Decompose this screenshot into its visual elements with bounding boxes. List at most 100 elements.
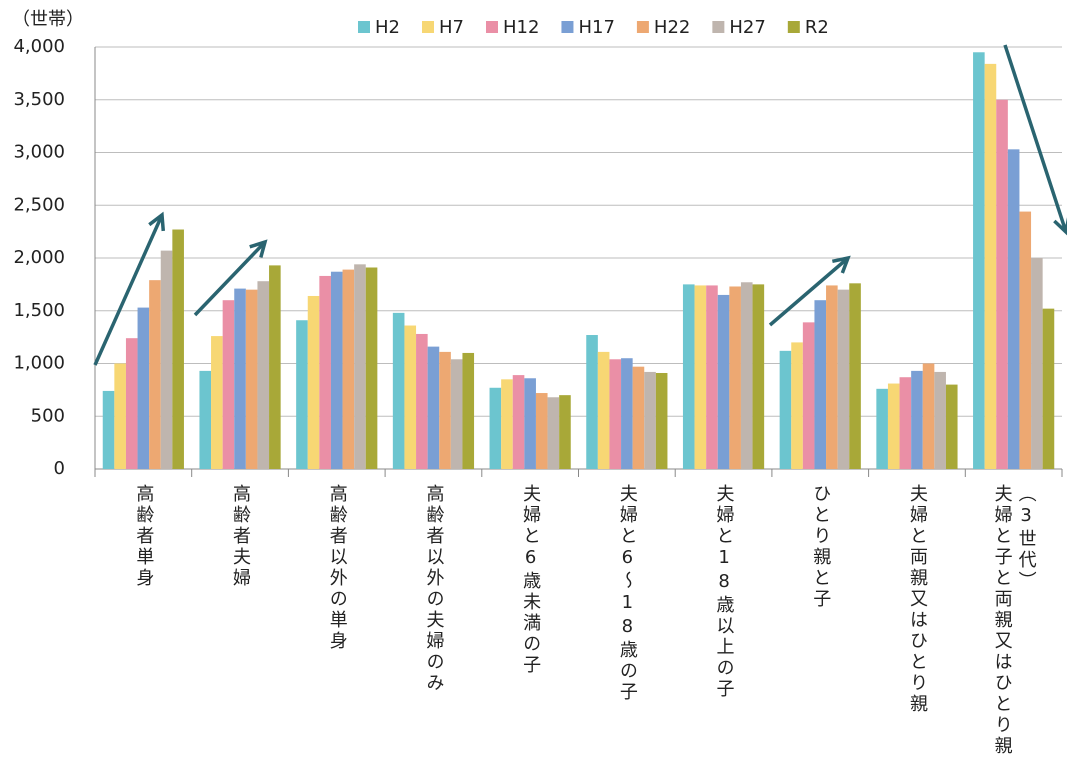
bar: [137, 307, 150, 469]
bar: [779, 350, 792, 469]
x-tick-label: 高齢者以外の単身: [326, 484, 348, 652]
x-tick-label: 夫婦と子と両親又はひとり親（3世代）: [991, 484, 1037, 757]
bar: [984, 63, 997, 469]
bar: [296, 320, 308, 469]
bar: [729, 286, 741, 469]
bar: [609, 359, 622, 469]
bar: [149, 280, 161, 469]
trend-arrow: [768, 256, 850, 327]
bar: [462, 352, 475, 469]
bar: [160, 250, 173, 469]
bar: [849, 283, 861, 469]
bar: [222, 300, 235, 469]
bar: [945, 384, 958, 469]
bar: [740, 282, 753, 469]
bar: [644, 371, 656, 469]
bar: [1031, 258, 1043, 469]
bar: [694, 285, 707, 469]
y-tick-label: 3,500: [13, 89, 65, 110]
bar: [307, 295, 320, 469]
trend-arrow: [1003, 44, 1067, 233]
bar: [114, 363, 126, 469]
x-tick-label: 高齢者単身: [133, 484, 155, 589]
trend-arrow: [193, 240, 267, 317]
trend-arrow-head: [1053, 217, 1067, 236]
bar: [172, 229, 184, 469]
bar: [102, 390, 115, 469]
legend-label: H27: [729, 17, 765, 38]
legend-swatch: [422, 21, 434, 33]
legend-label: H2: [375, 17, 400, 38]
bar: [392, 312, 405, 469]
bar: [887, 383, 900, 469]
x-tick-label: 夫婦と18歳以上の子: [713, 484, 735, 700]
bar: [1007, 149, 1020, 469]
legend-swatch: [636, 21, 649, 33]
bar: [922, 363, 935, 469]
bar: [547, 397, 560, 469]
x-tick-label: 夫婦と6～18歳の子: [616, 484, 638, 703]
y-tick-label: 3,000: [13, 142, 65, 163]
bar: [876, 388, 888, 469]
y-tick-label: 1,000: [13, 353, 65, 374]
legend-swatch: [358, 21, 370, 33]
bar: [535, 393, 548, 469]
y-tick-label: 4,000: [13, 36, 65, 57]
bar: [559, 395, 571, 469]
bar: [682, 284, 695, 469]
bar: [899, 377, 912, 469]
bar: [269, 265, 281, 469]
bar: [814, 300, 827, 469]
bar: [1042, 308, 1055, 469]
bar: [125, 338, 138, 469]
bar: [752, 284, 765, 469]
bar: [365, 267, 378, 469]
legend-swatch: [486, 21, 498, 33]
legend-swatch: [712, 21, 725, 33]
x-tick-label: 高齢者以外の夫婦のみ: [423, 484, 445, 694]
legend-label: H12: [503, 17, 539, 38]
bar: [427, 346, 440, 469]
bar: [512, 375, 525, 469]
legend-label: R2: [805, 17, 829, 38]
trend-arrow: [93, 214, 164, 366]
bar: [911, 370, 923, 469]
y-tick-label: 2,000: [13, 247, 65, 268]
bar: [245, 289, 258, 469]
bar: [1019, 211, 1032, 469]
bar: [597, 351, 610, 469]
x-tick-label: ひとり親と子: [810, 484, 832, 610]
y-tick-label: 2,500: [13, 194, 65, 215]
legend-label: H7: [439, 17, 464, 38]
legend-swatch: [561, 21, 574, 33]
bar: [416, 333, 428, 469]
bar: [655, 372, 668, 469]
bar: [211, 336, 223, 469]
bar: [354, 264, 366, 469]
bar: [489, 387, 502, 469]
bar: [973, 52, 985, 470]
x-tick-label: 高齢者夫婦: [230, 484, 252, 589]
bar: [319, 275, 331, 469]
bar: [439, 351, 451, 469]
bar: [586, 335, 598, 469]
x-tick-label: 夫婦と両親又はひとり親: [906, 484, 928, 715]
bar: [837, 289, 850, 469]
bar: [234, 288, 246, 469]
bar: [450, 359, 463, 469]
bar: [257, 281, 270, 469]
bar: [330, 271, 343, 469]
bar: [706, 285, 718, 469]
bar: [791, 342, 803, 469]
trend-arrow-head: [831, 255, 851, 274]
bar: [621, 358, 633, 469]
bar: [524, 378, 536, 469]
bar: [632, 366, 645, 469]
y-tick-label: 1,500: [13, 300, 65, 321]
bar: [826, 285, 838, 469]
bar: [934, 371, 946, 469]
legend-swatch: [787, 21, 800, 33]
bar: [717, 294, 730, 469]
